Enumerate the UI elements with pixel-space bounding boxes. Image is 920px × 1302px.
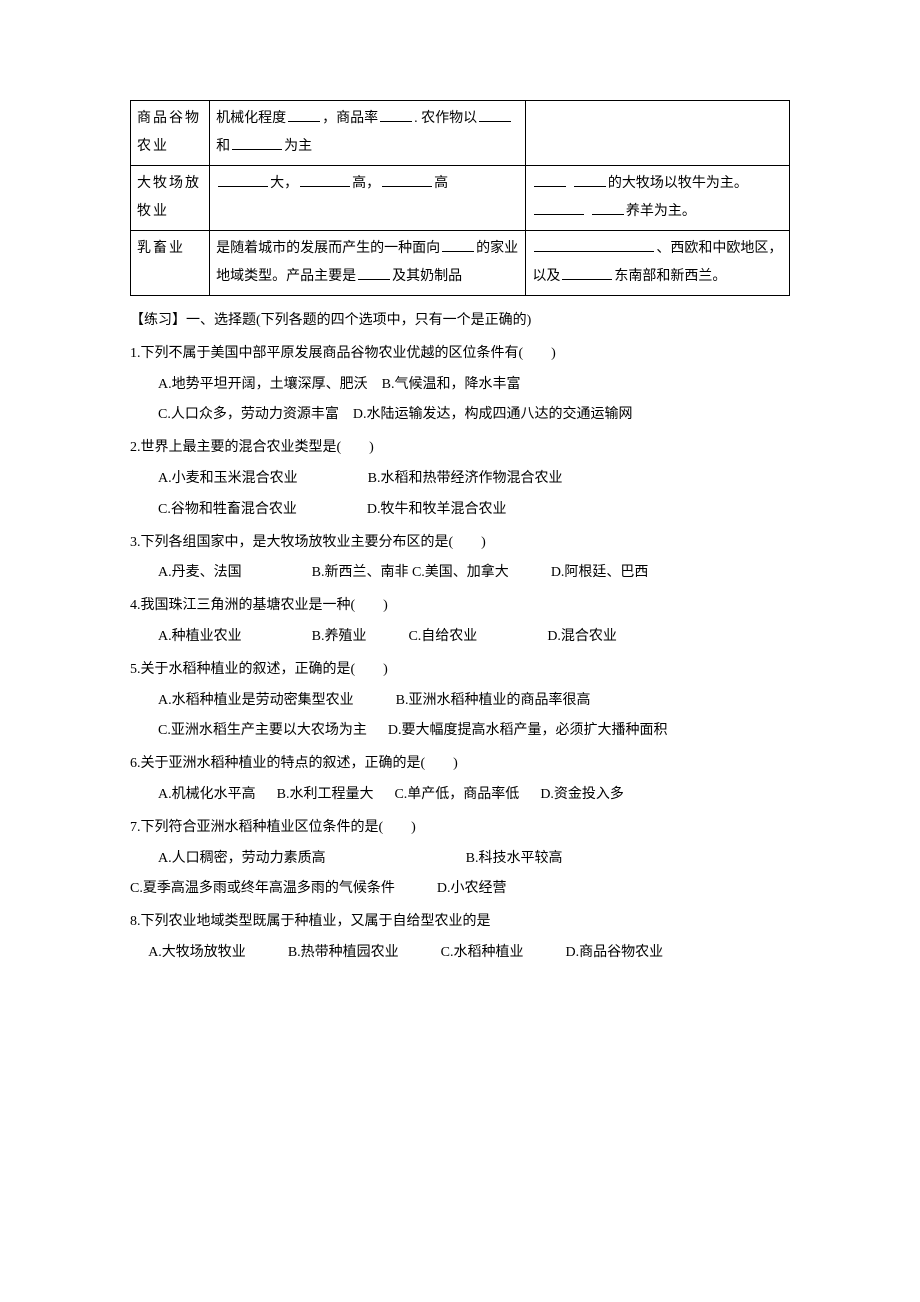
- question-2: 2.世界上最主要的混合农业类型是( ) A.小麦和玉米混合农业 B.水稻和热带经济…: [130, 433, 790, 525]
- q8-option-c: C.水稻种植业: [441, 938, 524, 969]
- row2-features: 大， 高， 高: [210, 166, 526, 231]
- q1-option-a: A.地势平坦开阔，土壤深厚、肥沃: [158, 370, 368, 401]
- text-part: 的大牧场以牧牛为主。: [608, 176, 748, 191]
- q4-option-b: B.养殖业: [312, 622, 367, 653]
- text-part: 和: [216, 139, 230, 154]
- q7-option-b: B.科技水平较高: [466, 844, 563, 875]
- blank-field: [534, 238, 654, 252]
- row2-type: 大牧场放牧业: [131, 166, 210, 231]
- blank-field: [574, 173, 606, 187]
- q6-option-b: B.水利工程量大: [277, 780, 374, 811]
- question-8: 8.下列农业地域类型既属于种植业，又属于自给型农业的是 A.大牧场放牧业 B.热带…: [130, 907, 790, 969]
- q8-option-b: B.热带种植园农业: [288, 938, 399, 969]
- q2-option-d: D.牧牛和牧羊混合农业: [367, 495, 507, 526]
- blank-field: [534, 201, 584, 215]
- q6-stem: 6.关于亚洲水稻种植业的特点的叙述，正确的是( ): [130, 749, 790, 780]
- question-7: 7.下列符合亚洲水稻种植业区位条件的是( ) A.人口稠密，劳动力素质高 B.科技…: [130, 813, 790, 905]
- question-5: 5.关于水稻种植业的叙述，正确的是( ) A.水稻种植业是劳动密集型农业 B.亚洲…: [130, 655, 790, 747]
- table-row: 乳畜业 是随着城市的发展而产生的一种面向的家业地域类型。产品主要是及其奶制品 、…: [131, 231, 790, 296]
- blank-field: [382, 173, 432, 187]
- text-part: 高: [434, 176, 448, 191]
- table-row: 大牧场放牧业 大， 高， 高 的大牧场以牧牛为主。 养羊为主。: [131, 166, 790, 231]
- text-part: 是随着城市的发展而产生的一种面向: [216, 241, 440, 256]
- text-part: 高，: [352, 176, 380, 191]
- text-part: ，商品率: [322, 111, 378, 126]
- q6-option-d: D.资金投入多: [540, 780, 624, 811]
- table-row: 商品谷物农业 机械化程度 ，商品率 . 农作物以和 为主: [131, 101, 790, 166]
- practice-header: 【练习】一、选择题(下列各题的四个选项中，只有一个是正确的): [130, 306, 790, 337]
- q5-stem: 5.关于水稻种植业的叙述，正确的是( ): [130, 655, 790, 686]
- q8-option-d: D.商品谷物农业: [566, 938, 664, 969]
- q3-stem: 3.下列各组国家中，是大牧场放牧业主要分布区的是( ): [130, 528, 790, 559]
- row1-distribution: [526, 101, 790, 166]
- text-part: 养羊为主。: [626, 204, 696, 219]
- q4-stem: 4.我国珠江三角洲的基塘农业是一种( ): [130, 591, 790, 622]
- q8-stem: 8.下列农业地域类型既属于种植业，又属于自给型农业的是: [130, 907, 790, 938]
- q7-option-a: A.人口稠密，劳动力素质高: [158, 844, 326, 875]
- blank-field: [592, 201, 624, 215]
- q1-stem: 1.下列不属于美国中部平原发展商品谷物农业优越的区位条件有( ): [130, 339, 790, 370]
- q1-option-c: C.人口众多，劳动力资源丰富: [158, 400, 339, 431]
- q5-option-c: C.亚洲水稻生产主要以大农场为主: [158, 716, 367, 747]
- text-part: 机械化程度: [216, 111, 286, 126]
- question-4: 4.我国珠江三角洲的基塘农业是一种( ) A.种植业农业 B.养殖业 C.自给农业 D…: [130, 591, 790, 653]
- q4-option-a: A.种植业农业: [158, 622, 242, 653]
- row2-distribution: 的大牧场以牧牛为主。 养羊为主。: [526, 166, 790, 231]
- q2-stem: 2.世界上最主要的混合农业类型是( ): [130, 433, 790, 464]
- blank-field: [380, 108, 412, 122]
- text-part: . 农作物以: [414, 111, 477, 126]
- q3-option-b: B.新西兰、南非: [312, 558, 409, 589]
- q3-option-a: A.丹麦、法国: [158, 558, 242, 589]
- q2-option-a: A.小麦和玉米混合农业: [158, 464, 298, 495]
- q7-stem: 7.下列符合亚洲水稻种植业区位条件的是( ): [130, 813, 790, 844]
- q5-option-a: A.水稻种植业是劳动密集型农业: [158, 686, 354, 717]
- row3-type: 乳畜业: [131, 231, 210, 296]
- q3-option-d: D.阿根廷、巴西: [551, 558, 649, 589]
- row1-type: 商品谷物农业: [131, 101, 210, 166]
- q2-option-b: B.水稻和热带经济作物混合农业: [368, 464, 563, 495]
- q2-option-c: C.谷物和牲畜混合农业: [158, 495, 297, 526]
- blank-field: [218, 173, 268, 187]
- question-1: 1.下列不属于美国中部平原发展商品谷物农业优越的区位条件有( ) A.地势平坦开…: [130, 339, 790, 431]
- q6-option-c: C.单产低，商品率低: [394, 780, 519, 811]
- blank-field: [479, 108, 511, 122]
- row3-distribution: 、西欧和中欧地区，以及东南部和新西兰。: [526, 231, 790, 296]
- q6-option-a: A.机械化水平高: [158, 780, 256, 811]
- q1-option-b: B.气候温和，降水丰富: [382, 370, 521, 401]
- blank-field: [288, 108, 320, 122]
- q7-option-d: D.小农经营: [437, 874, 507, 905]
- row1-features: 机械化程度 ，商品率 . 农作物以和 为主: [210, 101, 526, 166]
- q7-option-c: C.夏季高温多雨或终年高温多雨的气候条件: [130, 874, 395, 905]
- blank-field: [562, 266, 612, 280]
- q3-option-c: C.美国、加拿大: [412, 558, 509, 589]
- text-part: 为主: [284, 139, 312, 154]
- q5-option-b: B.亚洲水稻种植业的商品率很高: [396, 686, 591, 717]
- text-part: 东南部和新西兰。: [614, 269, 726, 284]
- q8-option-a: A.大牧场放牧业: [148, 938, 246, 969]
- q4-option-c: C.自给农业: [408, 622, 477, 653]
- question-3: 3.下列各组国家中，是大牧场放牧业主要分布区的是( ) A.丹麦、法国 B.新西兰…: [130, 528, 790, 590]
- agriculture-types-table: 商品谷物农业 机械化程度 ，商品率 . 农作物以和 为主 大牧场放牧业 大， 高， 高 的…: [130, 100, 790, 296]
- blank-field: [232, 136, 282, 150]
- blank-field: [534, 173, 566, 187]
- q1-option-d: D.水陆运输发达，构成四通八达的交通运输网: [353, 400, 633, 431]
- q4-option-d: D.混合农业: [547, 622, 617, 653]
- q5-option-d: D.要大幅度提高水稻产量，必须扩大播种面积: [388, 716, 668, 747]
- blank-field: [442, 238, 474, 252]
- row3-features: 是随着城市的发展而产生的一种面向的家业地域类型。产品主要是及其奶制品: [210, 231, 526, 296]
- text-part: 大，: [270, 176, 298, 191]
- blank-field: [358, 266, 390, 280]
- question-6: 6.关于亚洲水稻种植业的特点的叙述，正确的是( ) A.机械化水平高 B.水利工程…: [130, 749, 790, 811]
- blank-field: [300, 173, 350, 187]
- text-part: 及其奶制品: [392, 269, 462, 284]
